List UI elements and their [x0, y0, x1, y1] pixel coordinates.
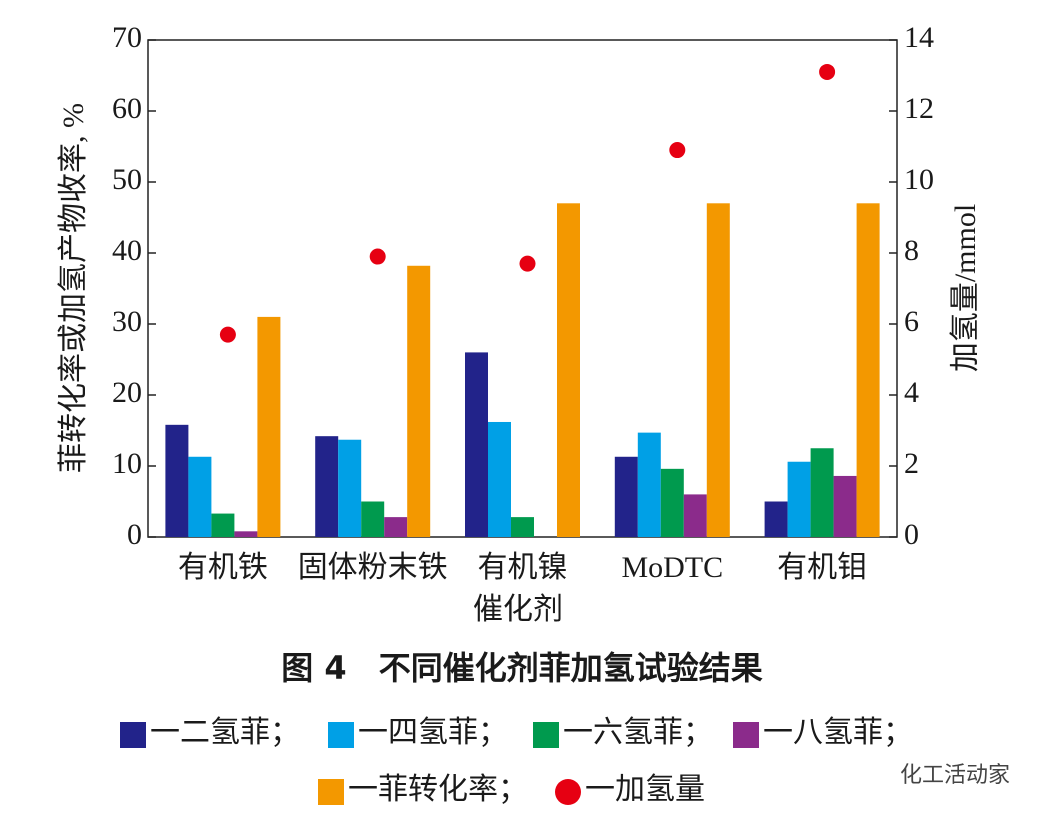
bar [361, 501, 385, 537]
y2-tick-label: 14 [904, 21, 934, 54]
legend-marker [328, 722, 354, 748]
bar [787, 461, 811, 537]
x-tick-label: MoDTC [621, 551, 723, 584]
y2-tick-label: 8 [904, 234, 919, 267]
bar [764, 501, 788, 537]
bar [211, 513, 235, 537]
legend-label: 一八氢菲； [763, 716, 913, 749]
y2-tick-label: 6 [904, 305, 919, 338]
dot [519, 255, 536, 272]
y2-tick-label: 10 [904, 163, 934, 196]
bar [706, 203, 730, 538]
dot [369, 248, 386, 265]
legend-label: 一二氢菲； [150, 716, 300, 749]
dot [669, 142, 686, 159]
bar [188, 456, 212, 537]
dot [219, 326, 236, 343]
bar [315, 436, 339, 537]
bar [384, 517, 408, 537]
y-tick-label: 0 [127, 518, 142, 551]
bar [407, 265, 431, 537]
bar [165, 424, 189, 537]
dot [819, 63, 836, 80]
y2-tick-label: 12 [904, 92, 934, 125]
legend-marker [555, 779, 581, 805]
bar [856, 203, 880, 538]
y-tick-label: 20 [112, 376, 142, 409]
legend-marker [533, 722, 559, 748]
legend-label: 一四氢菲； [358, 716, 508, 749]
bar [614, 456, 638, 537]
bar [810, 448, 834, 537]
x-tick-label: 固体粉末铁 [298, 551, 448, 584]
x-axis-label: 催化剂 [473, 593, 563, 626]
bar [257, 316, 281, 537]
y-axis-label: 菲转化率或加氢产物收率, % [57, 103, 90, 473]
y-tick-label: 10 [112, 447, 142, 480]
y2-tick-label: 0 [904, 518, 919, 551]
y-tick-label: 30 [112, 305, 142, 338]
bar [511, 517, 534, 537]
bar [557, 203, 580, 538]
chart-title: 图 4 不同催化剂菲加氢试验结果 [281, 649, 762, 687]
y2-tick-label: 2 [904, 447, 919, 480]
legend-marker [120, 722, 146, 748]
bar [234, 531, 258, 537]
y2-axis-label: 加氢量/mmol [949, 204, 982, 372]
y-tick-label: 60 [112, 92, 142, 125]
legend-label: 一加氢量 [585, 773, 705, 806]
legend-marker [318, 779, 344, 805]
x-tick-label: 有机铁 [178, 551, 268, 584]
y-tick-label: 40 [112, 234, 142, 267]
x-tick-label: 有机镍 [478, 551, 568, 584]
y-tick-label: 50 [112, 163, 142, 196]
legend-label: 一菲转化率； [348, 773, 528, 806]
watermark: 化工活动家 [900, 763, 1010, 788]
bar [660, 468, 684, 537]
bar [465, 352, 488, 537]
x-tick-label: 有机钼 [777, 551, 867, 584]
bar [637, 432, 661, 537]
bar [683, 494, 707, 537]
bar [833, 475, 857, 537]
y-tick-label: 70 [112, 21, 142, 54]
bar [488, 421, 511, 537]
y2-tick-label: 4 [904, 376, 919, 409]
legend-label: 一六氢菲； [563, 716, 713, 749]
legend-marker [733, 722, 759, 748]
bar [338, 439, 362, 537]
